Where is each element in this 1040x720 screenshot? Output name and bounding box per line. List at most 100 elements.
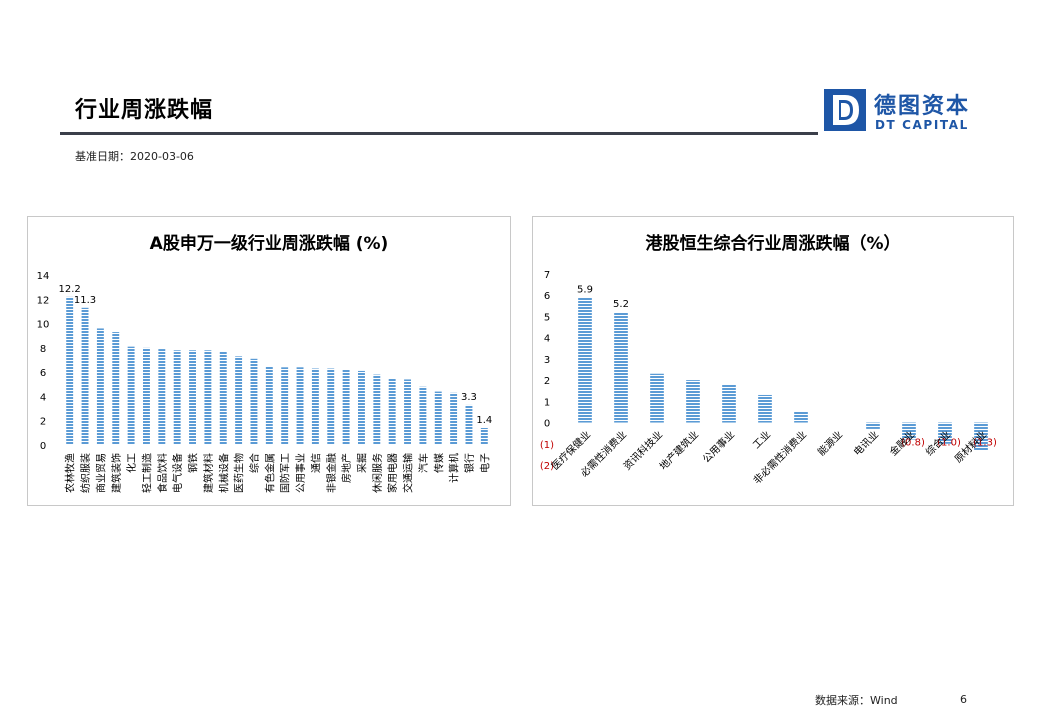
category-label: 电子 (478, 453, 491, 473)
category-label: 食品饮料 (156, 453, 169, 493)
y-tick-label: 4 (40, 392, 46, 403)
category-label: 工业 (750, 429, 773, 452)
base-date: 基准日期：2020-03-06 (75, 150, 194, 163)
bar-电子 (480, 428, 488, 445)
category-label: 银行 (463, 453, 476, 473)
bar-公用事业 (722, 384, 736, 423)
page-title: 行业周涨跌幅 (75, 98, 214, 123)
bar-通信 (311, 368, 319, 445)
category-label: 非银金融 (325, 453, 338, 493)
bar-公用事业 (296, 367, 304, 445)
category-label: 采掘 (355, 453, 368, 473)
category-label: 公用事业 (294, 453, 307, 493)
bar-综合业 (938, 422, 952, 444)
data-label: 5.9 (577, 284, 593, 295)
category-label: 钢铁 (187, 453, 200, 473)
hk-industry-chart: 港股恒生综合行业周涨跌幅（%）76543210(1)(2)5.9医疗保健业5.2… (540, 233, 997, 487)
hk-chart-panel: 港股恒生综合行业周涨跌幅（%） 7 6 5 4 3 2 1 0 (1) (2) 5.9 医疗保健业 5.2… (532, 216, 1014, 506)
category-label: 能源业 (815, 428, 845, 458)
bar-医药生物 (235, 356, 243, 445)
bar-工业 (758, 394, 772, 423)
chart-title: 港股恒生综合行业周涨跌幅（%） (645, 233, 900, 254)
logo-name-en: DT CAPITAL (875, 118, 969, 132)
y-tick-label: 1 (544, 397, 550, 408)
category-label: 医药生物 (233, 453, 246, 493)
y-tick-label: (2) (540, 461, 554, 472)
page-number: 6 (960, 693, 967, 706)
bar-有色金属 (265, 366, 273, 445)
a-share-chart-panel: A股申万一级行业周涨跌幅 (%) 0 2 4 6 8 10 12 14 12.2 农林牧渔 11.3 纺… (27, 216, 511, 506)
bar-地产建筑业 (686, 380, 700, 423)
data-label: 3.3 (461, 392, 477, 403)
category-label: 建筑材料 (202, 453, 215, 493)
y-tick-label: 0 (544, 419, 550, 430)
y-tick-label: 5 (544, 312, 550, 323)
bar-建筑装饰 (112, 332, 120, 445)
y-tick-label: 0 (40, 441, 46, 452)
bar-综合 (250, 358, 258, 445)
category-label: 化工 (125, 453, 138, 473)
y-tick-label: 2 (40, 417, 46, 428)
category-label: 商业贸易 (94, 453, 107, 493)
bar-汽车 (419, 386, 427, 445)
bar-计算机 (450, 392, 458, 445)
bar-原材料业 (974, 422, 988, 451)
bar-纺织服装 (81, 307, 89, 445)
category-label: 传媒 (433, 453, 445, 473)
bar-采掘 (358, 370, 365, 445)
data-label: (1.3) (973, 437, 997, 448)
data-label: 12.2 (59, 284, 81, 295)
bar-电讯业 (866, 422, 880, 429)
bar-交通运输 (404, 379, 411, 445)
category-label: 家用电器 (386, 453, 399, 493)
category-label: 综合 (248, 453, 261, 473)
company-logo: 德图资本 DT CAPITAL (824, 88, 974, 134)
y-tick-label: 12 (37, 295, 50, 306)
category-label: 轻工制造 (140, 453, 153, 493)
y-tick-label: 6 (40, 368, 46, 379)
bar-轻工制造 (143, 347, 150, 445)
bar-家用电器 (388, 378, 396, 445)
bar-银行 (465, 404, 473, 445)
y-tick-label: 4 (544, 334, 550, 345)
logo-mark-icon (824, 89, 866, 131)
chart-title: A股申万一级行业周涨跌幅 (%) (150, 233, 389, 254)
bar-商业贸易 (96, 328, 104, 445)
y-tick-label: 14 (37, 271, 50, 282)
category-label: 电气设备 (171, 453, 184, 493)
y-tick-label: (1) (540, 440, 554, 451)
category-label: 农林牧渔 (64, 453, 77, 493)
y-tick-label: 10 (37, 320, 50, 331)
y-tick-label: 2 (544, 376, 550, 387)
data-source: 数据来源：Wind (815, 694, 898, 707)
data-label: 1.4 (476, 415, 492, 426)
y-tick-label: 6 (544, 291, 550, 302)
bar-钢铁 (189, 350, 196, 445)
bar-传媒 (434, 391, 442, 445)
category-label: 建筑装饰 (110, 453, 123, 493)
logo-name-cn: 德图资本 (874, 94, 971, 119)
bar-电气设备 (173, 350, 181, 445)
y-tick-label: 3 (544, 355, 550, 366)
bar-非银金融 (327, 368, 335, 445)
category-label: 公用事业 (700, 428, 737, 465)
bar-资讯科技业 (650, 373, 664, 423)
y-tick-label: 7 (544, 270, 550, 281)
data-label: (0.8) (901, 437, 925, 448)
category-label: 休闲服务 (371, 453, 384, 493)
bar-食品饮料 (158, 349, 166, 445)
category-label: 交通运输 (402, 453, 415, 493)
bar-医疗保健业 (578, 297, 592, 423)
data-label: (1.0) (937, 437, 961, 448)
category-label: 计算机 (448, 453, 461, 483)
bar-房地产 (342, 369, 350, 445)
bar-化工 (127, 346, 135, 445)
data-label: 11.3 (74, 295, 96, 306)
category-label: 纺织服装 (79, 453, 92, 493)
bar-建筑材料 (204, 350, 212, 445)
category-label: 汽车 (417, 453, 430, 473)
bar-必需性消费业 (614, 312, 628, 423)
category-label: 房地产 (340, 453, 353, 483)
category-label: 电讯业 (851, 428, 881, 458)
category-label: 有色金属 (263, 453, 276, 493)
